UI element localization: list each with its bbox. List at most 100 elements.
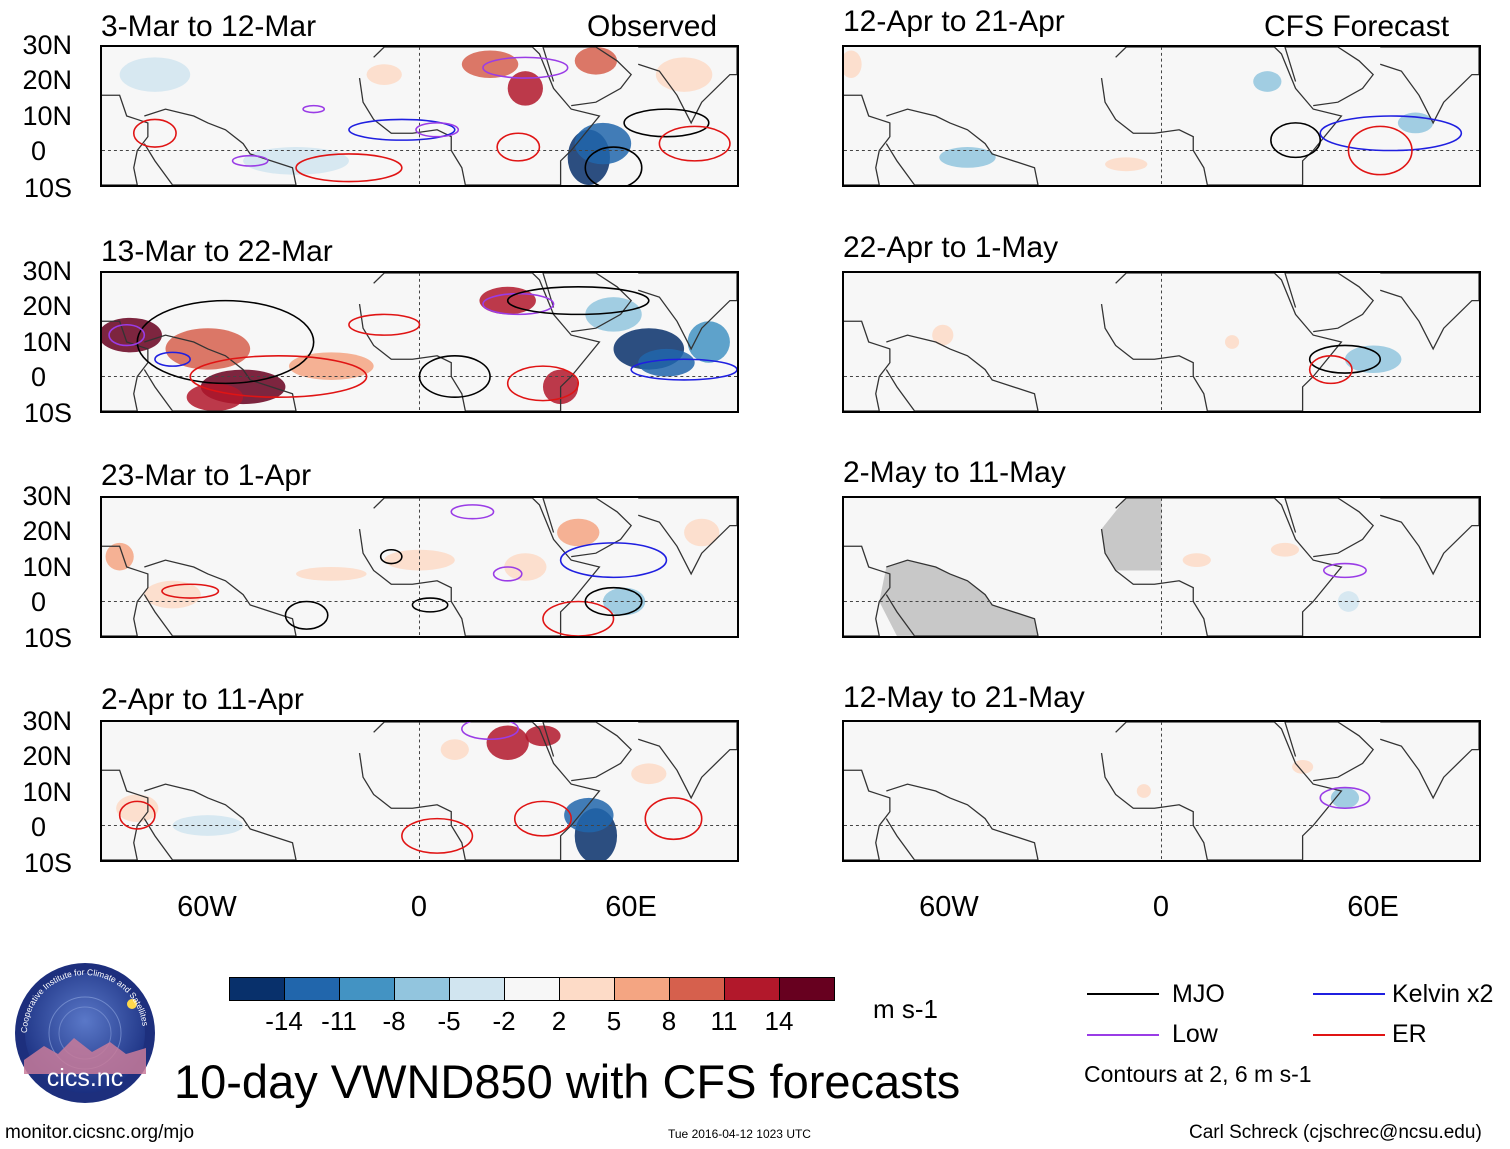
contour-note: Contours at 2, 6 m s-1 [1084,1061,1312,1087]
y-tick-label: 20N [22,516,72,546]
y-tick-label: 10S [23,848,72,878]
anomaly-blob [440,739,469,760]
coastline [885,783,1039,860]
coastline [358,722,601,860]
anomaly-blob [631,763,667,785]
anomaly-blob [602,587,646,616]
legend-label-er: ER [1392,1020,1427,1048]
anomaly-field [105,518,720,616]
anomaly-blob [461,50,519,79]
anomaly-blob [296,567,367,581]
mjo-contour [379,548,403,565]
colorbar-swatch [779,977,835,1001]
low-contour [302,104,326,114]
x-tick-label: 0 [1152,891,1170,923]
colorbar-level-label: 2 [551,1006,567,1036]
coastline [638,47,737,125]
y-tick-label: 10N [22,101,72,131]
low-contour [461,722,520,741]
coastline [1380,47,1479,125]
coastline [358,498,601,636]
colorbar-level-label: 11 [710,1006,738,1036]
coastline [542,47,633,107]
coastline [102,320,149,411]
anomaly-blob [1253,71,1282,92]
coastline [542,273,633,333]
map-panel-p8 [842,720,1481,862]
map-svg-p7 [844,498,1479,636]
anomaly-blob [557,518,600,547]
footer-url[interactable]: monitor.cicsnc.org/mjo [5,1122,195,1143]
anomaly-blob [1330,787,1360,809]
coastline [638,273,737,351]
kelvin-contour [348,118,456,141]
map-svg-p8 [844,722,1479,860]
anomaly-blob [1225,335,1240,349]
coastline [1380,722,1479,800]
anomaly-blob [172,815,244,836]
y-tick-label: 10S [23,623,72,653]
coastline [542,722,633,782]
panel-title-p4: 2-Apr to 11-Apr [101,683,304,716]
y-tick-label: 20N [22,741,72,771]
colorbar-level-label: 8 [661,1006,677,1036]
legend-label-kelvin: Kelvin x2 [1392,980,1494,1008]
coastline [1380,273,1479,351]
coastline [844,769,891,860]
panel-title-p5: 12-Apr to 21-Apr [843,5,1065,38]
map-panel-p6 [842,271,1481,413]
map-svg-p5 [844,47,1479,185]
colorbar-swatch [614,977,670,1001]
coastline [143,334,297,411]
legend-line-er [1313,1034,1385,1036]
panel-title-p3: 23-Mar to 1-Apr [101,459,312,492]
anomaly-blob [655,57,713,92]
er-contour [118,800,156,830]
low-contour [1319,786,1371,810]
kelvin-contour [559,542,668,579]
anomaly-blob [504,553,547,581]
colorbar-swatch [669,977,725,1001]
map-svg-p6 [844,273,1479,411]
mjo-contour [411,597,449,613]
colorbar-level-label: -5 [437,1006,461,1036]
coastline [638,498,737,576]
map-panel-p4 [100,720,739,862]
coastline [885,108,1039,185]
panel-title-p6: 22-Apr to 1-May [843,231,1059,264]
coastline [1380,498,1479,576]
legend-line-mjo [1087,993,1159,995]
coastline [358,273,601,411]
low-contour [482,56,569,79]
map-svg-p2 [102,273,737,411]
y-tick-label: 10N [22,552,72,582]
er-contour [496,132,541,162]
anomaly-blob [507,71,543,106]
map-svg-p3 [102,498,737,636]
colorbar-level-label: -14 [265,1006,303,1036]
coastline [358,47,601,185]
map-panel-p7 [842,496,1481,638]
y-tick-label: 20N [22,291,72,321]
anomaly-blob [939,147,996,168]
y-tick-label: 0 [30,136,46,166]
legend-label-mjo: MJO [1172,980,1225,1008]
colorbar-swatch [559,977,615,1001]
anomaly-blob [1344,345,1402,374]
anomaly-blob [1105,157,1148,172]
y-tick-label: 30N [22,30,72,60]
cfs-forecast-header: CFS Forecast [1264,10,1450,43]
coastline [1100,273,1343,411]
x-tick-label: 60E [1347,891,1399,923]
figure-title: 10-day VWND850 with CFS forecasts [174,1055,961,1108]
anomaly-blob [1292,759,1314,774]
coastline [102,94,149,185]
low-contour [1322,562,1367,579]
anomaly-blob [186,383,244,411]
kelvin-contour [154,351,191,367]
low-contour [492,566,523,582]
anomaly-field [1136,759,1360,809]
logo-text: cics.nc [46,1064,124,1092]
anomaly-blob [574,122,632,165]
y-tick-label: 10N [22,777,72,807]
